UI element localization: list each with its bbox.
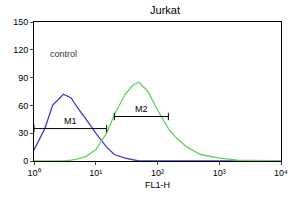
svg-text:120: 120 <box>13 45 28 55</box>
svg-text:M1: M1 <box>64 116 77 126</box>
svg-text:Jurkat: Jurkat <box>150 4 180 16</box>
svg-text:60: 60 <box>18 101 28 111</box>
svg-text:FL1-H: FL1-H <box>145 180 170 190</box>
svg-text:10²: 10² <box>151 168 164 178</box>
svg-text:control: control <box>50 49 77 59</box>
svg-text:10⁴: 10⁴ <box>274 168 288 178</box>
svg-text:30: 30 <box>18 128 28 138</box>
svg-text:0: 0 <box>23 156 28 166</box>
svg-text:M2: M2 <box>135 104 148 114</box>
svg-text:10⁰: 10⁰ <box>27 168 40 178</box>
svg-text:10³: 10³ <box>213 168 226 178</box>
svg-text:10¹: 10¹ <box>89 168 102 178</box>
svg-text:150: 150 <box>13 17 28 27</box>
svg-text:90: 90 <box>18 73 28 83</box>
